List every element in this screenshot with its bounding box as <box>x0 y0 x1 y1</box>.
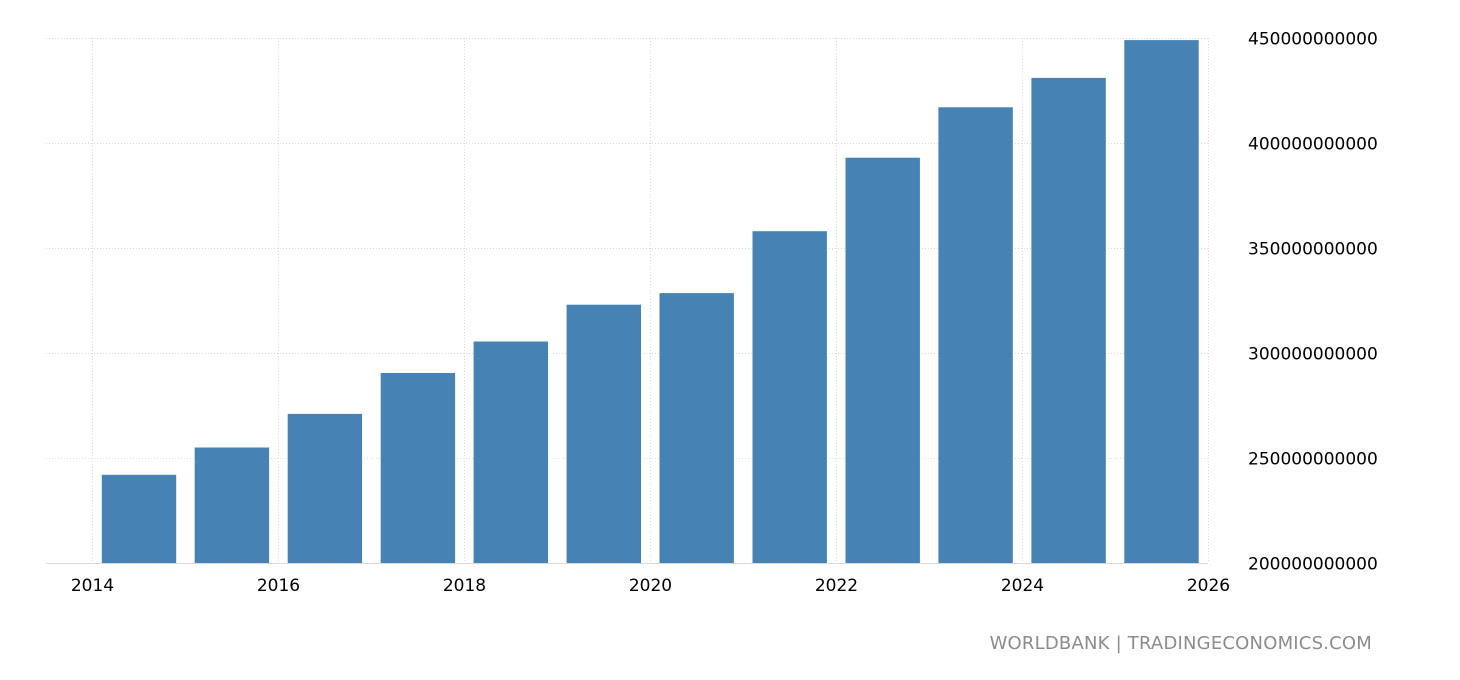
bar-2018 <box>473 341 548 563</box>
y-tick-label: 350000000000 <box>1248 240 1378 260</box>
bar-2019 <box>566 304 641 563</box>
y-axis: 200000000000 250000000000 300000000000 3500… <box>1248 30 1378 575</box>
bar-2014 <box>101 474 177 563</box>
y-tick-label: 200000000000 <box>1248 555 1378 575</box>
x-tick-label: 2014 <box>71 576 114 596</box>
y-tick-label: 450000000000 <box>1248 30 1378 50</box>
bars <box>46 40 1208 564</box>
x-tick-label: 2016 <box>257 576 300 596</box>
y-tick-label: 250000000000 <box>1248 450 1378 470</box>
grid-lines <box>46 38 1209 564</box>
bar-2023 <box>938 107 1013 564</box>
bar-2021 <box>752 231 827 563</box>
source-label: WORLDBANK | TRADINGECONOMICS.COM <box>989 633 1372 654</box>
bar-2015 <box>194 447 270 563</box>
x-tick-label: 2022 <box>815 576 858 596</box>
bar-2016 <box>287 413 363 563</box>
x-tick-label: 2020 <box>629 576 672 596</box>
bar-2017 <box>380 373 456 563</box>
x-tick-label: 2026 <box>1187 576 1230 596</box>
x-tick-label: 2018 <box>443 576 486 596</box>
bar-2024 <box>1031 77 1106 564</box>
y-tick-label: 400000000000 <box>1248 135 1378 155</box>
bar-2025 <box>1124 40 1199 564</box>
bar-2020 <box>659 293 734 563</box>
x-axis: 2014 2016 2018 2020 2022 2024 2026 <box>71 576 1230 596</box>
y-tick-label: 300000000000 <box>1248 345 1378 365</box>
bar-2022 <box>845 157 920 563</box>
x-tick-label: 2024 <box>1001 576 1044 596</box>
